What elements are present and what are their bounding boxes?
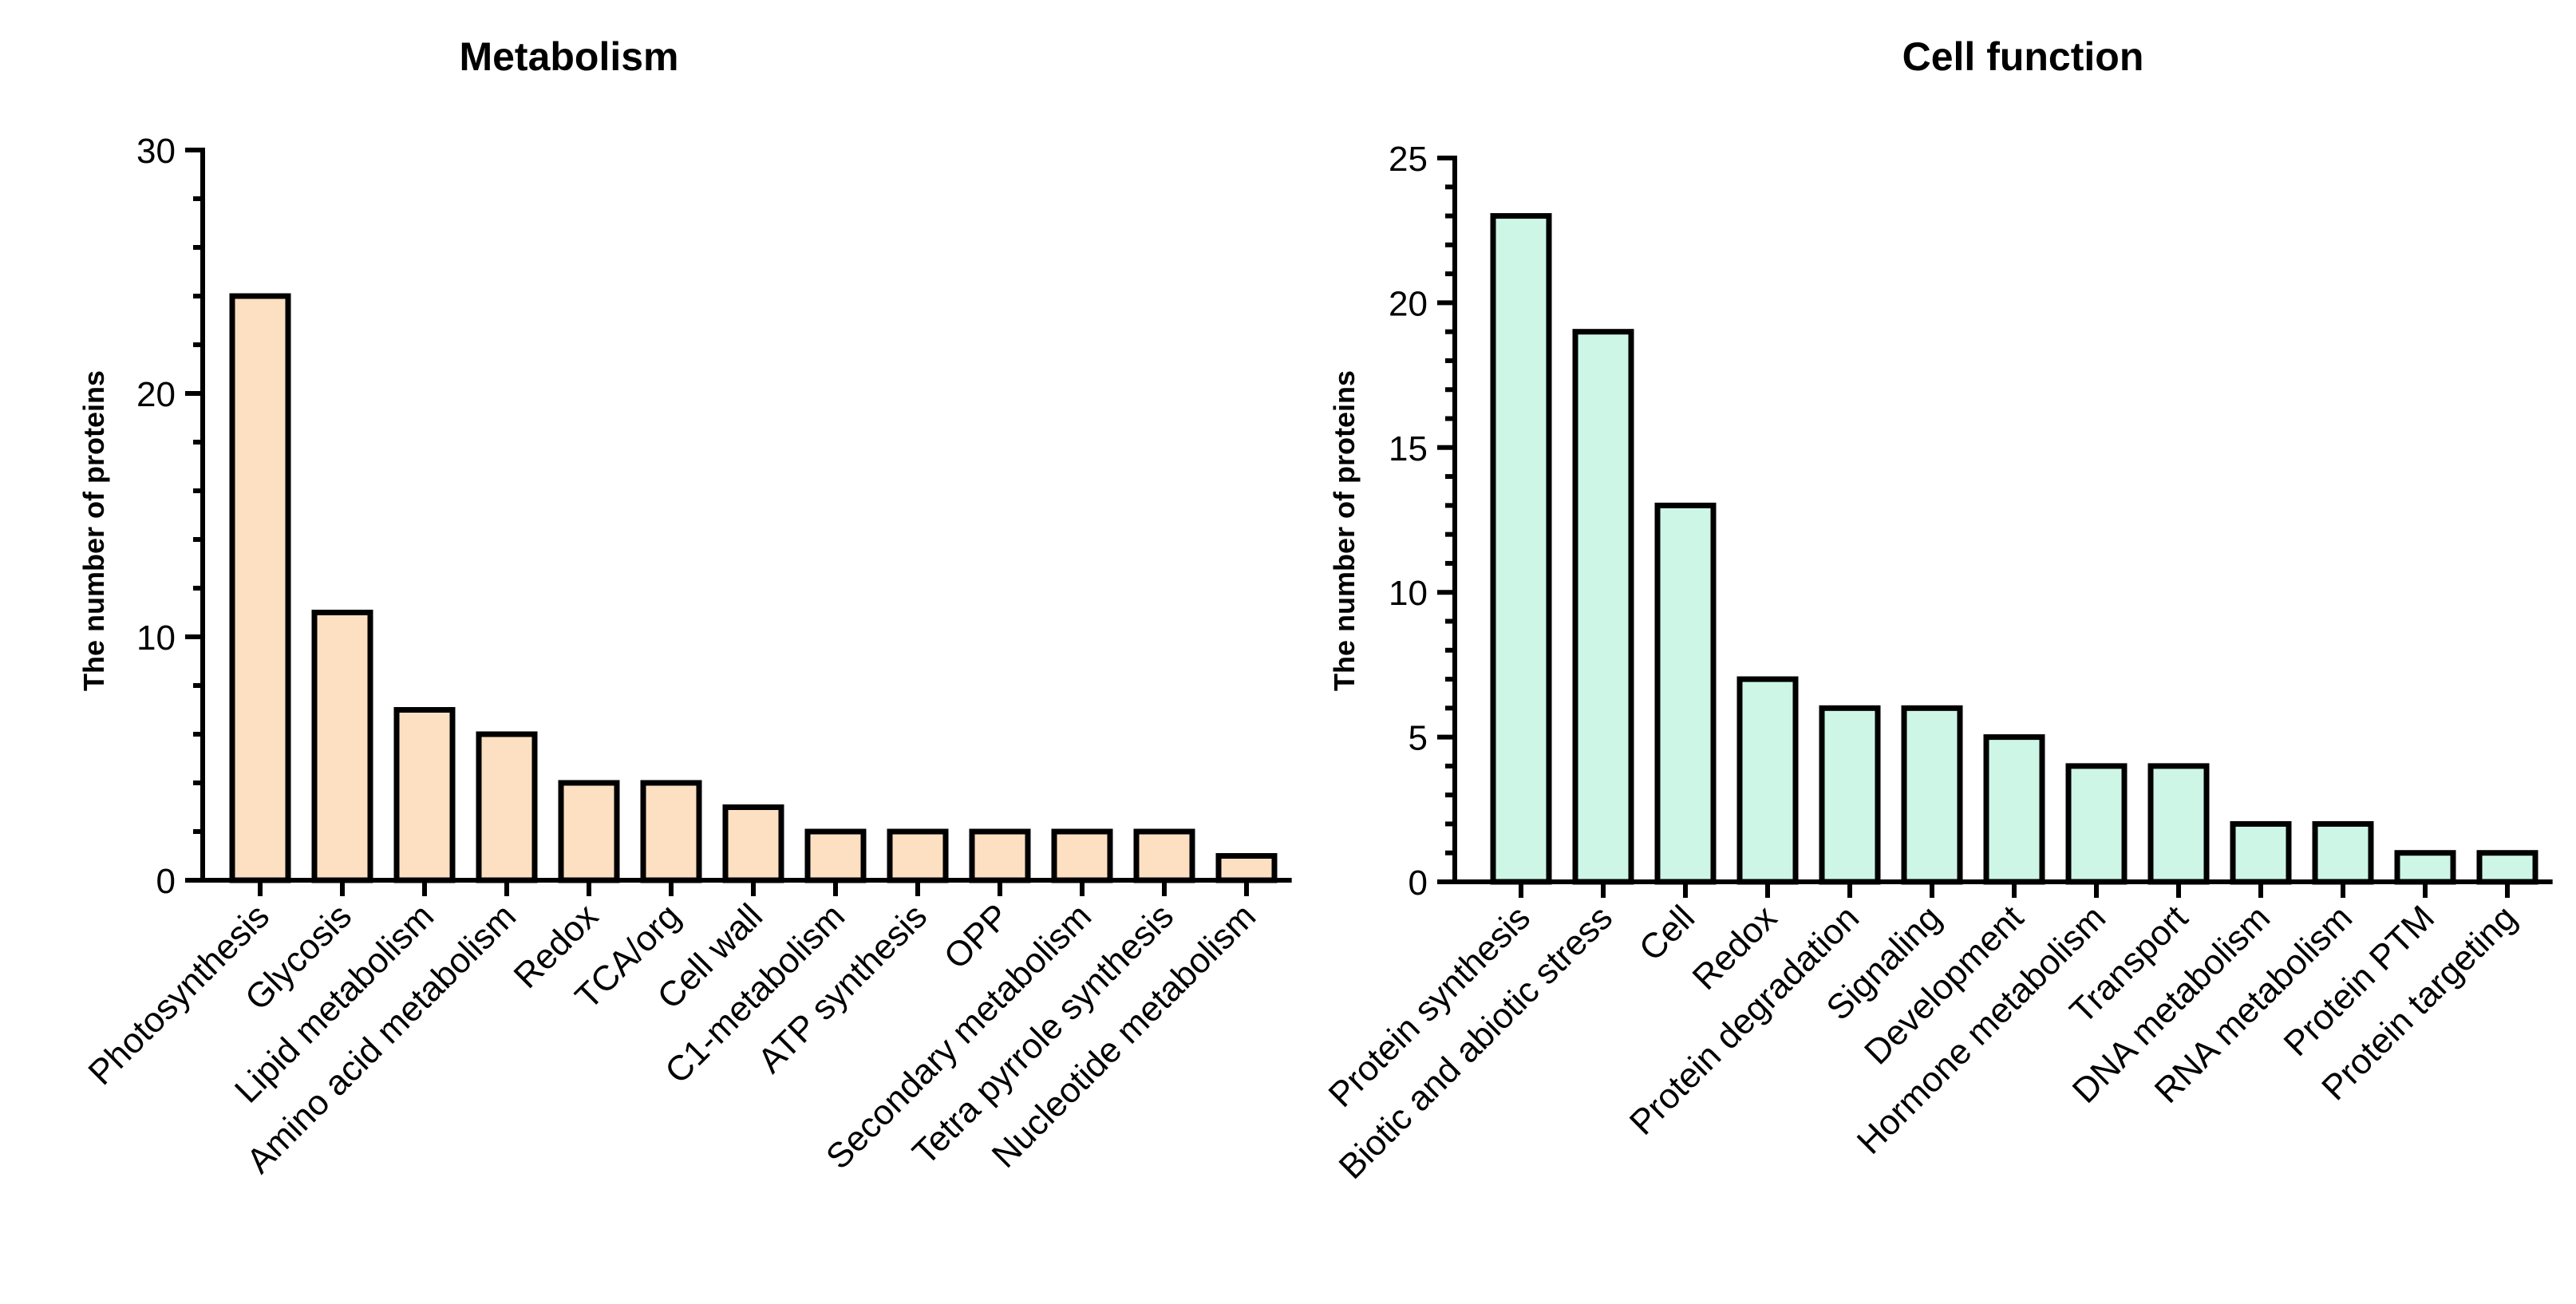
bar-rna-metabolism bbox=[2312, 820, 2374, 885]
axes bbox=[200, 148, 1292, 896]
y-ticks: 0 5 10 15 20 25 bbox=[1389, 140, 1455, 903]
bar-cell bbox=[1654, 502, 1717, 885]
y-axis-label: The number of proteins bbox=[77, 370, 110, 691]
bar-photosynthesis bbox=[229, 293, 291, 883]
bar-nucleotide-metabolism bbox=[1215, 853, 1278, 883]
bar-secondary-metabolism bbox=[1051, 828, 1113, 883]
y-tick-label: 0 bbox=[156, 862, 176, 901]
y-tick-label: 15 bbox=[1389, 429, 1428, 468]
bar-protein-degradation bbox=[1819, 705, 1881, 885]
bar-redox bbox=[558, 780, 620, 883]
bars bbox=[229, 293, 1278, 883]
y-tick-label: 10 bbox=[1389, 574, 1428, 613]
y-ticks: 0 10 20 30 bbox=[136, 132, 203, 901]
y-tick-label: 20 bbox=[136, 375, 176, 414]
bars bbox=[1490, 213, 2538, 885]
bar-tca-org bbox=[640, 780, 702, 883]
bar-biotic-and-abiotic-stress bbox=[1572, 329, 1634, 885]
y-tick-label: 20 bbox=[1389, 284, 1428, 323]
bar-protein-ptm bbox=[2394, 850, 2456, 885]
chart-title: Metabolism bbox=[459, 34, 678, 79]
bar-protein-targeting bbox=[2476, 850, 2538, 885]
bar-transport bbox=[2147, 763, 2210, 885]
metabolism-chart: Metabolism The number of proteins 0 10 20 3… bbox=[77, 34, 1292, 1181]
y-tick-label: 25 bbox=[1389, 140, 1428, 179]
category-label: Cell bbox=[1632, 898, 1702, 968]
y-tick-label: 30 bbox=[136, 132, 176, 171]
bar-redox bbox=[1736, 676, 1799, 885]
axes bbox=[1452, 156, 2553, 898]
bar-hormone-metabolism bbox=[2065, 763, 2128, 885]
bar-opp bbox=[969, 828, 1031, 883]
bar-c1-metabolism bbox=[804, 828, 867, 883]
bar-amino-acid-metabolism bbox=[476, 731, 538, 883]
bar-atp-synthesis bbox=[887, 828, 949, 883]
cell-function-chart: Cell function The number of proteins 0 5 1… bbox=[1321, 34, 2553, 1187]
bar-development bbox=[1983, 734, 2045, 885]
bar-lipid-metabolism bbox=[393, 707, 456, 883]
bar-tetra-pyrrole-synthesis bbox=[1133, 828, 1195, 883]
y-tick-label: 0 bbox=[1409, 863, 1428, 903]
chart-title: Cell function bbox=[1902, 34, 2144, 79]
y-tick-label: 5 bbox=[1409, 719, 1428, 758]
bar-glycosis bbox=[311, 610, 373, 883]
bar-cell-wall bbox=[722, 804, 784, 883]
bar-dna-metabolism bbox=[2230, 820, 2292, 885]
bar-protein-synthesis bbox=[1490, 213, 1552, 885]
y-axis-label: The number of proteins bbox=[1328, 370, 1361, 691]
y-tick-label: 10 bbox=[136, 618, 176, 658]
bar-signaling bbox=[1901, 705, 1963, 885]
